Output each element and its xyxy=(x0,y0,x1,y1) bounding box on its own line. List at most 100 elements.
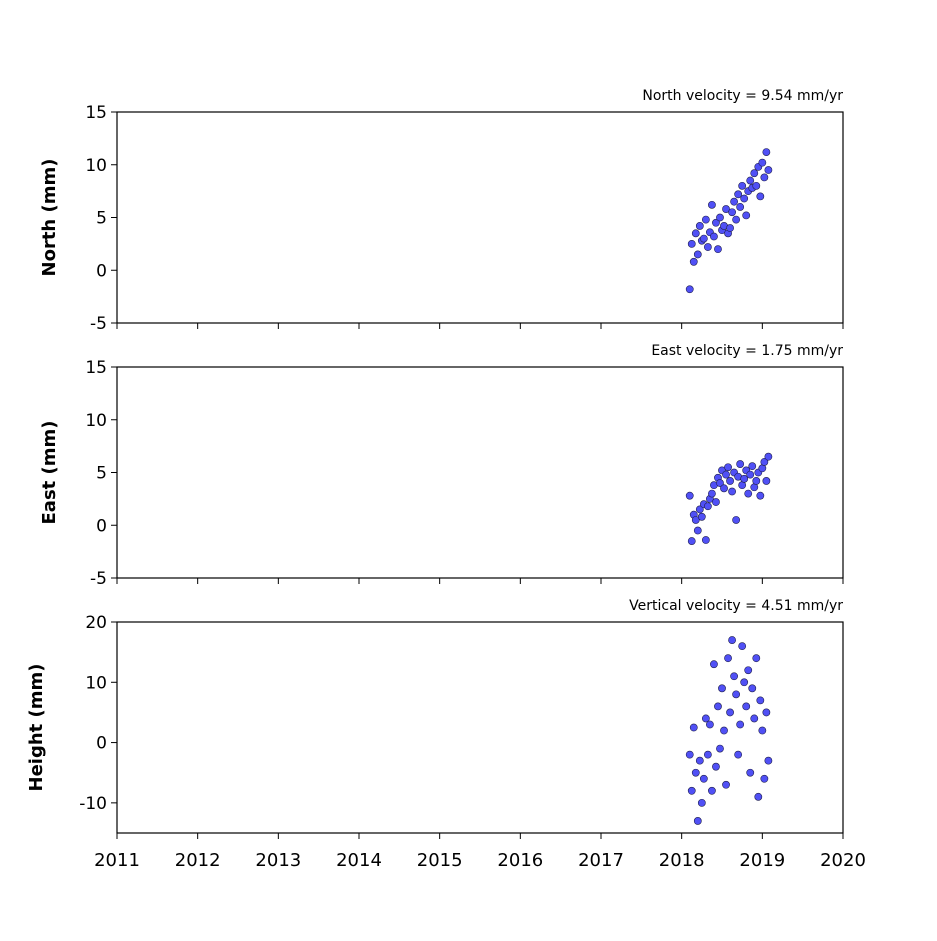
x-tick-label: 2012 xyxy=(175,850,221,871)
point xyxy=(691,516,700,524)
point xyxy=(689,257,698,266)
point xyxy=(732,690,741,699)
y-tick-label: 0 xyxy=(96,516,107,536)
y-axis-label: East (mm) xyxy=(39,421,60,525)
y-tick-label: 10 xyxy=(85,411,107,431)
point xyxy=(710,232,718,241)
point xyxy=(693,817,702,825)
point xyxy=(722,470,730,479)
plot-frame xyxy=(116,621,844,834)
point xyxy=(738,181,747,190)
y-tick-label: 15 xyxy=(85,103,107,123)
point xyxy=(734,750,743,759)
point xyxy=(738,642,747,651)
point xyxy=(710,660,718,669)
point xyxy=(720,726,728,735)
point xyxy=(760,458,769,466)
point xyxy=(718,684,726,693)
point xyxy=(736,460,745,468)
point xyxy=(695,756,704,765)
point xyxy=(708,200,716,209)
point xyxy=(712,218,720,227)
y-tick-label: 5 xyxy=(96,464,107,484)
point xyxy=(712,762,720,771)
point xyxy=(756,192,765,201)
point xyxy=(722,780,730,789)
point xyxy=(758,158,767,167)
y-axis-label: North (mm) xyxy=(39,159,60,277)
point xyxy=(716,213,724,222)
point xyxy=(701,215,710,224)
point xyxy=(758,726,767,735)
point xyxy=(754,792,763,801)
point xyxy=(703,243,712,251)
point xyxy=(685,491,694,500)
point xyxy=(695,222,704,230)
point xyxy=(764,756,773,765)
point xyxy=(693,526,702,535)
point xyxy=(724,463,732,472)
point xyxy=(748,684,757,693)
point xyxy=(728,208,736,217)
point xyxy=(730,197,738,206)
point xyxy=(714,702,722,711)
point xyxy=(730,672,738,681)
point xyxy=(752,181,761,190)
point xyxy=(764,452,773,461)
point xyxy=(722,205,730,213)
point xyxy=(728,487,736,496)
panel-title: North velocity = 9.54 mm/yr xyxy=(642,88,843,104)
point xyxy=(734,190,743,199)
y-tick-label: -5 xyxy=(90,569,107,589)
point xyxy=(687,239,696,248)
x-tick-label: 2019 xyxy=(739,850,785,871)
point xyxy=(748,462,757,471)
point xyxy=(701,536,710,544)
point xyxy=(691,229,700,238)
point xyxy=(687,537,696,545)
point xyxy=(699,774,708,783)
point xyxy=(701,714,710,723)
point xyxy=(685,750,694,759)
x-tick-label: 2016 xyxy=(497,850,543,871)
point xyxy=(756,696,765,705)
plot-frame xyxy=(116,366,844,579)
panel-title: Vertical velocity = 4.51 mm/yr xyxy=(629,598,843,614)
point xyxy=(726,708,734,717)
point xyxy=(726,477,734,485)
point xyxy=(728,636,736,644)
y-tick-label: -5 xyxy=(90,314,107,334)
point xyxy=(744,666,753,675)
y-tick-label: 10 xyxy=(85,156,107,176)
point xyxy=(750,714,759,723)
y-tick-label: 0 xyxy=(96,734,107,754)
point xyxy=(697,512,706,521)
point xyxy=(695,505,704,514)
point xyxy=(691,768,700,777)
point xyxy=(756,491,765,500)
point xyxy=(746,176,755,185)
point xyxy=(732,516,741,524)
point xyxy=(697,798,706,807)
point xyxy=(714,245,722,254)
point xyxy=(716,479,724,487)
point xyxy=(740,474,749,483)
point xyxy=(724,654,732,663)
point xyxy=(685,285,694,294)
point xyxy=(742,702,751,711)
y-tick-label: 20 xyxy=(85,613,107,633)
point xyxy=(746,768,755,777)
point xyxy=(689,723,698,732)
point xyxy=(732,215,741,224)
point xyxy=(716,744,724,753)
point xyxy=(703,750,712,759)
point xyxy=(693,250,702,259)
point xyxy=(708,489,716,498)
point xyxy=(762,148,771,156)
x-tick-label: 2018 xyxy=(659,850,705,871)
point xyxy=(750,169,759,178)
point xyxy=(699,234,708,243)
point xyxy=(736,203,745,211)
point xyxy=(762,477,771,485)
y-tick-label: 5 xyxy=(96,209,107,229)
